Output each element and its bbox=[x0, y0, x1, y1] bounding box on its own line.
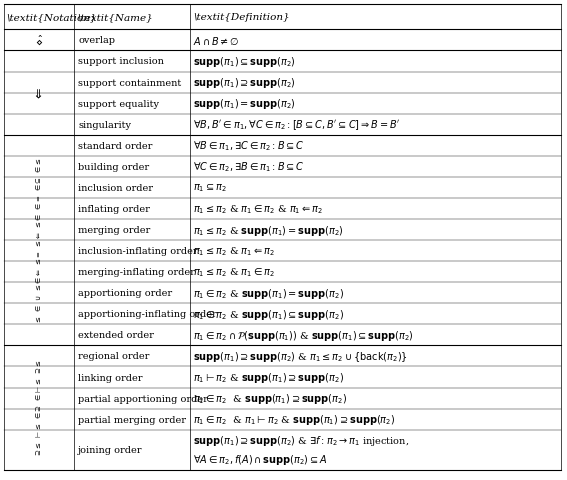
Text: $\mathbf{supp}(\pi_1) \supseteq \mathbf{supp}(\pi_2)$ & $\pi_1 \leq \pi_2 \cup \: $\mathbf{supp}(\pi_1) \supseteq \mathbf{… bbox=[193, 349, 408, 363]
Text: $\hat{\diamond}$: $\hat{\diamond}$ bbox=[35, 34, 43, 48]
Text: linking order: linking order bbox=[78, 373, 143, 382]
Text: $\mathbf{supp}(\pi_1) = \mathbf{supp}(\pi_2)$: $\mathbf{supp}(\pi_1) = \mathbf{supp}(\p… bbox=[193, 97, 296, 111]
Text: \textit{Name}: \textit{Name} bbox=[78, 13, 153, 23]
Text: $\pi_1 \leq \pi_2$ & $\mathbf{supp}(\pi_1) = \mathbf{supp}(\pi_2)$: $\pi_1 \leq \pi_2$ & $\mathbf{supp}(\pi_… bbox=[193, 223, 344, 237]
Text: $\forall A \in \pi_2, f(A) \cap \mathbf{supp}(\pi_2) \subseteq A$: $\forall A \in \pi_2, f(A) \cap \mathbf{… bbox=[193, 452, 328, 467]
Text: $\pi_1 \leq \pi_2$ & $\pi_1 \in \pi_2$ & $\pi_1 \Leftarrow \pi_2$: $\pi_1 \leq \pi_2$ & $\pi_1 \in \pi_2$ &… bbox=[193, 203, 323, 216]
Text: $\pi_1 \in \pi_2 \cap \mathcal{P}(\mathbf{supp}(\pi_1))$ & $\mathbf{supp}(\pi_1): $\pi_1 \in \pi_2 \cap \mathcal{P}(\mathb… bbox=[193, 328, 414, 342]
Text: singularity: singularity bbox=[78, 120, 131, 130]
Text: $\pi_1 \in \pi_2$ & $\mathbf{supp}(\pi_1) \subseteq \mathbf{supp}(\pi_2)$: $\pi_1 \in \pi_2$ & $\mathbf{supp}(\pi_1… bbox=[193, 307, 344, 321]
Text: merging-inflating order: merging-inflating order bbox=[78, 268, 195, 276]
Text: $\Leftarrow$: $\Leftarrow$ bbox=[32, 86, 45, 100]
Text: \textit{Notation}: \textit{Notation} bbox=[6, 13, 97, 23]
Text: $\pi_1 \in \pi_2\ $ & $\mathbf{supp}(\pi_1) \supseteq \mathbf{supp}(\pi_2)$: $\pi_1 \in \pi_2\ $ & $\mathbf{supp}(\pi… bbox=[193, 391, 347, 405]
Text: $\pi_1 \in \pi_2$ & $\mathbf{supp}(\pi_1) = \mathbf{supp}(\pi_2)$: $\pi_1 \in \pi_2$ & $\mathbf{supp}(\pi_1… bbox=[193, 286, 344, 300]
Text: $\pi_1 \subseteq \pi_2$: $\pi_1 \subseteq \pi_2$ bbox=[193, 182, 227, 194]
Text: standard order: standard order bbox=[78, 142, 153, 150]
Text: inclusion order: inclusion order bbox=[78, 183, 153, 192]
Text: $\pi_1 \vdash \pi_2$ & $\mathbf{supp}(\pi_1) \supseteq \mathbf{supp}(\pi_2)$: $\pi_1 \vdash \pi_2$ & $\mathbf{supp}(\p… bbox=[193, 370, 344, 384]
Text: inflating order: inflating order bbox=[78, 204, 150, 214]
Text: $\pi_1 \in \pi_2\ $ & $\pi_1 \vdash \pi_2$ & $\mathbf{supp}(\pi_1) \supseteq \ma: $\pi_1 \in \pi_2\ $ & $\pi_1 \vdash \pi_… bbox=[193, 412, 395, 426]
Text: support inclusion: support inclusion bbox=[78, 58, 164, 66]
Text: $\forall B \in \pi_1, \exists C \in \pi_2 : B \subseteq C$: $\forall B \in \pi_1, \exists C \in \pi_… bbox=[193, 139, 304, 153]
Text: $\forall C \in \pi_2, \exists B \in \pi_1 : B \subseteq C$: $\forall C \in \pi_2, \exists B \in \pi_… bbox=[193, 160, 304, 174]
Text: support containment: support containment bbox=[78, 78, 181, 87]
Text: overlap: overlap bbox=[78, 36, 115, 45]
Text: partial apportioning order: partial apportioning order bbox=[78, 394, 208, 403]
Text: $\pi_1 \leq \pi_2$ & $\pi_1 \in \pi_2$: $\pi_1 \leq \pi_2$ & $\pi_1 \in \pi_2$ bbox=[193, 266, 275, 278]
Text: $\mathbf{supp}(\pi_1) \supseteq \mathbf{supp}(\pi_2)$: $\mathbf{supp}(\pi_1) \supseteq \mathbf{… bbox=[193, 76, 296, 90]
Text: building order: building order bbox=[78, 163, 149, 171]
Text: $\mathbf{supp}(\pi_1) \supseteq \mathbf{supp}(\pi_2)$ & $\exists f : \pi_2 \to \: $\mathbf{supp}(\pi_1) \supseteq \mathbf{… bbox=[193, 433, 409, 447]
Text: extended order: extended order bbox=[78, 331, 154, 340]
Text: $\forall B, B' \in \pi_1, \forall C \in \pi_2 : [B \subseteq C, B' \subseteq C] : $\forall B, B' \in \pi_1, \forall C \in … bbox=[193, 118, 400, 132]
Text: support equality: support equality bbox=[78, 99, 159, 108]
Text: $\mathbf{supp}(\pi_1) \subseteq \mathbf{supp}(\pi_2)$: $\mathbf{supp}(\pi_1) \subseteq \mathbf{… bbox=[193, 55, 296, 69]
Text: \textit{Definition}: \textit{Definition} bbox=[193, 13, 290, 23]
Text: partial merging order: partial merging order bbox=[78, 415, 186, 424]
Text: $\pi_1 \leq \pi_2$ & $\pi_1 \Leftarrow \pi_2$: $\pi_1 \leq \pi_2$ & $\pi_1 \Leftarrow \… bbox=[193, 245, 275, 257]
Text: inclusion-inflating order: inclusion-inflating order bbox=[78, 247, 198, 255]
Text: apportioning-inflating order: apportioning-inflating order bbox=[78, 310, 217, 319]
Text: $A \cap B \neq \emptyset$: $A \cap B \neq \emptyset$ bbox=[193, 35, 239, 47]
Text: regional order: regional order bbox=[78, 352, 150, 360]
Text: joining order: joining order bbox=[78, 445, 143, 454]
Text: merging order: merging order bbox=[78, 226, 150, 235]
Text: $\leq\ \in\ \cup\ \leq\!\in\!\Leftarrow\ \leq\!=\ \leq\!\Leftarrow\ \leq\!\in\ \: $\leq\ \in\ \cup\ \leq\!\in\!\Leftarrow\… bbox=[35, 157, 43, 324]
Text: apportioning order: apportioning order bbox=[78, 288, 172, 298]
Text: $\supseteq\!\leq\ \vdash\!\leq\ \in\!\supseteq\ \in\!\vdash\!\leq\ \supseteq\!\l: $\supseteq\!\leq\ \vdash\!\leq\ \in\!\su… bbox=[35, 359, 43, 456]
